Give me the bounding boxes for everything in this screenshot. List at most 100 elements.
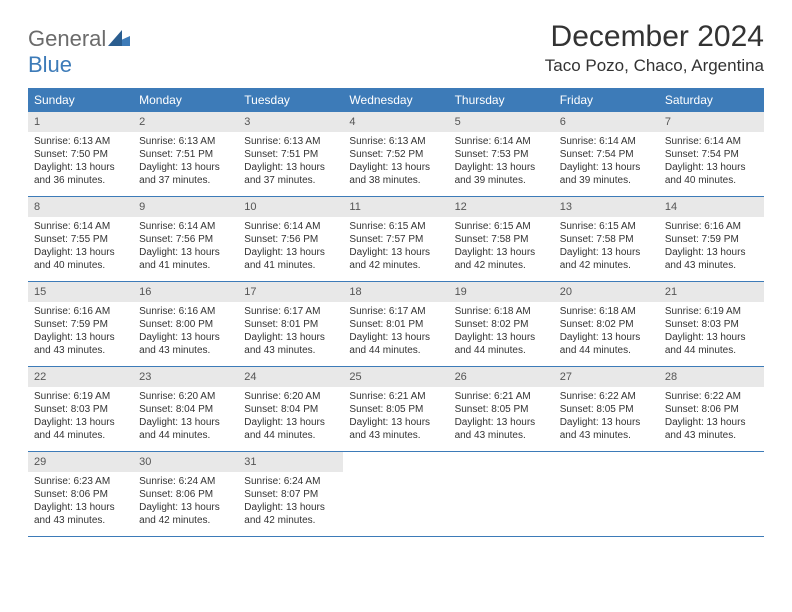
- calendar-day-cell: 7Sunrise: 6:14 AMSunset: 7:54 PMDaylight…: [659, 112, 764, 196]
- day-number: 4: [343, 112, 448, 132]
- calendar-day-cell: 21Sunrise: 6:19 AMSunset: 8:03 PMDayligh…: [659, 282, 764, 366]
- title-block: December 2024 Taco Pozo, Chaco, Argentin…: [545, 20, 764, 76]
- calendar-day-cell: 29Sunrise: 6:23 AMSunset: 8:06 PMDayligh…: [28, 452, 133, 536]
- day-details: Sunrise: 6:13 AMSunset: 7:51 PMDaylight:…: [133, 132, 238, 193]
- brand-text: General Blue: [28, 26, 130, 78]
- calendar-day-cell: 13Sunrise: 6:15 AMSunset: 7:58 PMDayligh…: [554, 197, 659, 281]
- day-details: Sunrise: 6:15 AMSunset: 7:58 PMDaylight:…: [554, 217, 659, 278]
- day-details: Sunrise: 6:20 AMSunset: 8:04 PMDaylight:…: [238, 387, 343, 448]
- day-number: 3: [238, 112, 343, 132]
- day-number: 7: [659, 112, 764, 132]
- weekday-header: Friday: [554, 88, 659, 112]
- day-details: Sunrise: 6:21 AMSunset: 8:05 PMDaylight:…: [343, 387, 448, 448]
- day-details: Sunrise: 6:15 AMSunset: 7:58 PMDaylight:…: [449, 217, 554, 278]
- calendar-day-cell: 10Sunrise: 6:14 AMSunset: 7:56 PMDayligh…: [238, 197, 343, 281]
- day-details: Sunrise: 6:13 AMSunset: 7:51 PMDaylight:…: [238, 132, 343, 193]
- calendar-day-cell: .: [449, 452, 554, 536]
- day-number: 28: [659, 367, 764, 387]
- day-details: Sunrise: 6:15 AMSunset: 7:57 PMDaylight:…: [343, 217, 448, 278]
- calendar: Sunday Monday Tuesday Wednesday Thursday…: [28, 88, 764, 537]
- month-title: December 2024: [545, 20, 764, 54]
- day-number: 21: [659, 282, 764, 302]
- weekday-header: Thursday: [449, 88, 554, 112]
- brand-logo: General Blue: [28, 20, 130, 78]
- day-details: Sunrise: 6:24 AMSunset: 8:07 PMDaylight:…: [238, 472, 343, 533]
- day-number: 12: [449, 197, 554, 217]
- day-number: 24: [238, 367, 343, 387]
- day-details: Sunrise: 6:18 AMSunset: 8:02 PMDaylight:…: [449, 302, 554, 363]
- day-number: 31: [238, 452, 343, 472]
- day-number: 25: [343, 367, 448, 387]
- day-details: Sunrise: 6:16 AMSunset: 8:00 PMDaylight:…: [133, 302, 238, 363]
- calendar-day-cell: 28Sunrise: 6:22 AMSunset: 8:06 PMDayligh…: [659, 367, 764, 451]
- location: Taco Pozo, Chaco, Argentina: [545, 56, 764, 76]
- calendar-day-cell: .: [659, 452, 764, 536]
- day-number: 15: [28, 282, 133, 302]
- day-number: 11: [343, 197, 448, 217]
- day-number: 16: [133, 282, 238, 302]
- day-number: 6: [554, 112, 659, 132]
- brand-mark-icon: [108, 30, 130, 46]
- calendar-day-cell: 17Sunrise: 6:17 AMSunset: 8:01 PMDayligh…: [238, 282, 343, 366]
- day-number: 20: [554, 282, 659, 302]
- calendar-day-cell: 16Sunrise: 6:16 AMSunset: 8:00 PMDayligh…: [133, 282, 238, 366]
- calendar-day-cell: 24Sunrise: 6:20 AMSunset: 8:04 PMDayligh…: [238, 367, 343, 451]
- calendar-day-cell: 12Sunrise: 6:15 AMSunset: 7:58 PMDayligh…: [449, 197, 554, 281]
- day-number: 2: [133, 112, 238, 132]
- calendar-day-cell: 3Sunrise: 6:13 AMSunset: 7:51 PMDaylight…: [238, 112, 343, 196]
- calendar-day-cell: 31Sunrise: 6:24 AMSunset: 8:07 PMDayligh…: [238, 452, 343, 536]
- calendar-day-cell: 18Sunrise: 6:17 AMSunset: 8:01 PMDayligh…: [343, 282, 448, 366]
- day-details: Sunrise: 6:22 AMSunset: 8:06 PMDaylight:…: [659, 387, 764, 448]
- calendar-day-cell: 8Sunrise: 6:14 AMSunset: 7:55 PMDaylight…: [28, 197, 133, 281]
- day-details: Sunrise: 6:20 AMSunset: 8:04 PMDaylight:…: [133, 387, 238, 448]
- calendar-day-cell: 30Sunrise: 6:24 AMSunset: 8:06 PMDayligh…: [133, 452, 238, 536]
- calendar-day-cell: 15Sunrise: 6:16 AMSunset: 7:59 PMDayligh…: [28, 282, 133, 366]
- calendar-day-cell: 5Sunrise: 6:14 AMSunset: 7:53 PMDaylight…: [449, 112, 554, 196]
- day-number: 10: [238, 197, 343, 217]
- day-details: Sunrise: 6:16 AMSunset: 7:59 PMDaylight:…: [28, 302, 133, 363]
- calendar-day-cell: .: [343, 452, 448, 536]
- weekday-header: Sunday: [28, 88, 133, 112]
- day-details: Sunrise: 6:19 AMSunset: 8:03 PMDaylight:…: [659, 302, 764, 363]
- weeks-container: 1Sunrise: 6:13 AMSunset: 7:50 PMDaylight…: [28, 112, 764, 537]
- day-number: 29: [28, 452, 133, 472]
- day-number: 17: [238, 282, 343, 302]
- weekday-header-row: Sunday Monday Tuesday Wednesday Thursday…: [28, 88, 764, 112]
- day-details: Sunrise: 6:17 AMSunset: 8:01 PMDaylight:…: [238, 302, 343, 363]
- day-details: Sunrise: 6:24 AMSunset: 8:06 PMDaylight:…: [133, 472, 238, 533]
- day-details: Sunrise: 6:14 AMSunset: 7:56 PMDaylight:…: [133, 217, 238, 278]
- calendar-day-cell: 20Sunrise: 6:18 AMSunset: 8:02 PMDayligh…: [554, 282, 659, 366]
- calendar-day-cell: 27Sunrise: 6:22 AMSunset: 8:05 PMDayligh…: [554, 367, 659, 451]
- calendar-day-cell: 1Sunrise: 6:13 AMSunset: 7:50 PMDaylight…: [28, 112, 133, 196]
- day-number: 1: [28, 112, 133, 132]
- calendar-day-cell: 19Sunrise: 6:18 AMSunset: 8:02 PMDayligh…: [449, 282, 554, 366]
- day-details: Sunrise: 6:22 AMSunset: 8:05 PMDaylight:…: [554, 387, 659, 448]
- day-number: 14: [659, 197, 764, 217]
- calendar-day-cell: 2Sunrise: 6:13 AMSunset: 7:51 PMDaylight…: [133, 112, 238, 196]
- day-number: 30: [133, 452, 238, 472]
- day-details: Sunrise: 6:16 AMSunset: 7:59 PMDaylight:…: [659, 217, 764, 278]
- weekday-header: Tuesday: [238, 88, 343, 112]
- calendar-day-cell: 4Sunrise: 6:13 AMSunset: 7:52 PMDaylight…: [343, 112, 448, 196]
- header: General Blue December 2024 Taco Pozo, Ch…: [28, 20, 764, 78]
- day-number: 19: [449, 282, 554, 302]
- day-number: 5: [449, 112, 554, 132]
- calendar-day-cell: 11Sunrise: 6:15 AMSunset: 7:57 PMDayligh…: [343, 197, 448, 281]
- day-details: Sunrise: 6:14 AMSunset: 7:53 PMDaylight:…: [449, 132, 554, 193]
- day-details: Sunrise: 6:13 AMSunset: 7:50 PMDaylight:…: [28, 132, 133, 193]
- day-number: 13: [554, 197, 659, 217]
- brand-part1: General: [28, 26, 106, 51]
- day-number: 27: [554, 367, 659, 387]
- weekday-header: Monday: [133, 88, 238, 112]
- calendar-day-cell: .: [554, 452, 659, 536]
- calendar-week: 15Sunrise: 6:16 AMSunset: 7:59 PMDayligh…: [28, 282, 764, 367]
- day-number: 23: [133, 367, 238, 387]
- calendar-day-cell: 6Sunrise: 6:14 AMSunset: 7:54 PMDaylight…: [554, 112, 659, 196]
- weekday-header: Saturday: [659, 88, 764, 112]
- calendar-week: 1Sunrise: 6:13 AMSunset: 7:50 PMDaylight…: [28, 112, 764, 197]
- day-details: Sunrise: 6:14 AMSunset: 7:55 PMDaylight:…: [28, 217, 133, 278]
- calendar-week: 8Sunrise: 6:14 AMSunset: 7:55 PMDaylight…: [28, 197, 764, 282]
- day-details: Sunrise: 6:17 AMSunset: 8:01 PMDaylight:…: [343, 302, 448, 363]
- calendar-week: 22Sunrise: 6:19 AMSunset: 8:03 PMDayligh…: [28, 367, 764, 452]
- calendar-week: 29Sunrise: 6:23 AMSunset: 8:06 PMDayligh…: [28, 452, 764, 537]
